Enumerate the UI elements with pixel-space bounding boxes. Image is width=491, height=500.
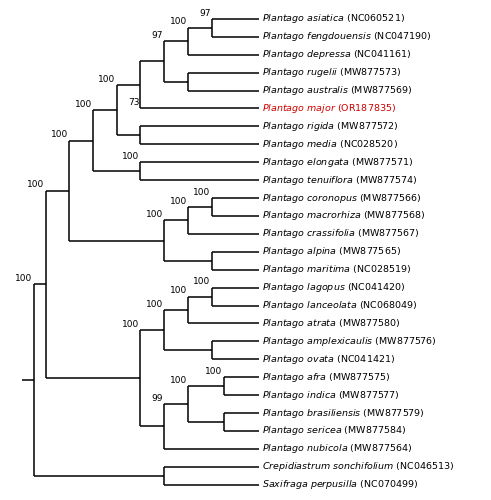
Text: 100: 100	[169, 286, 187, 295]
Text: 100: 100	[27, 180, 44, 189]
Text: $\it{Plantago\ rigida}$ (MW877572): $\it{Plantago\ rigida}$ (MW877572)	[262, 120, 398, 133]
Text: 100: 100	[98, 74, 115, 84]
Text: 100: 100	[193, 188, 211, 196]
Text: $\it{Plantago\ crassifolia}$ (MW877567): $\it{Plantago\ crassifolia}$ (MW877567)	[262, 228, 420, 240]
Text: $\it{Plantago\ depressa}$ (NC041161): $\it{Plantago\ depressa}$ (NC041161)	[262, 48, 412, 61]
Text: $\it{Plantago\ australis}$ (MW877569): $\it{Plantago\ australis}$ (MW877569)	[262, 84, 412, 97]
Text: $\it{Saxifraga\ perpusilla}$ (NC070499): $\it{Saxifraga\ perpusilla}$ (NC070499)	[262, 478, 418, 491]
Text: 100: 100	[146, 210, 163, 219]
Text: $\it{Plantago\ fengdouensis}$ (NC047190): $\it{Plantago\ fengdouensis}$ (NC047190)	[262, 30, 432, 44]
Text: $\it{Plantago\ afra}$ (MW877575): $\it{Plantago\ afra}$ (MW877575)	[262, 370, 390, 384]
Text: $\it{Plantago\ media}$ (NC028520): $\it{Plantago\ media}$ (NC028520)	[262, 138, 398, 151]
Text: 97: 97	[152, 31, 163, 40]
Text: $\it{Plantago\ nubicola}$ (MW877564): $\it{Plantago\ nubicola}$ (MW877564)	[262, 442, 412, 456]
Text: $\it{Plantago\ tenuiflora}$ (MW877574): $\it{Plantago\ tenuiflora}$ (MW877574)	[262, 174, 417, 186]
Text: $\it{Plantago\ maritima}$ (NC028519): $\it{Plantago\ maritima}$ (NC028519)	[262, 263, 411, 276]
Text: 100: 100	[193, 277, 211, 286]
Text: 100: 100	[169, 196, 187, 205]
Text: 73: 73	[128, 98, 139, 107]
Text: 100: 100	[146, 300, 163, 308]
Text: $\it{Plantago\ elongata}$ (MW877571): $\it{Plantago\ elongata}$ (MW877571)	[262, 156, 413, 168]
Text: 99: 99	[152, 394, 163, 402]
Text: 100: 100	[122, 320, 139, 328]
Text: $\it{Plantago\ indica}$ (MW877577): $\it{Plantago\ indica}$ (MW877577)	[262, 388, 400, 402]
Text: $\it{Plantago\ brasiliensis}$ (MW877579): $\it{Plantago\ brasiliensis}$ (MW877579)	[262, 406, 424, 420]
Text: $\it{Plantago\ ovata}$ (NC041421): $\it{Plantago\ ovata}$ (NC041421)	[262, 353, 395, 366]
Text: $\it{Plantago\ alpina}$ (MW877565): $\it{Plantago\ alpina}$ (MW877565)	[262, 246, 401, 258]
Text: $\it{Plantago\ coronopus}$ (MW877566): $\it{Plantago\ coronopus}$ (MW877566)	[262, 192, 422, 204]
Text: $\it{Plantago\ macrorhiza}$ (MW877568): $\it{Plantago\ macrorhiza}$ (MW877568)	[262, 210, 425, 222]
Text: $\it{Plantago\ amplexicaulis}$ (MW877576): $\it{Plantago\ amplexicaulis}$ (MW877576…	[262, 335, 436, 348]
Text: 100: 100	[122, 152, 139, 161]
Text: 100: 100	[51, 130, 68, 139]
Text: 100: 100	[15, 274, 32, 283]
Text: $\it{Plantago\ rugelii}$ (MW877573): $\it{Plantago\ rugelii}$ (MW877573)	[262, 66, 401, 79]
Text: $\it{Plantago\ major}$ (OR187835): $\it{Plantago\ major}$ (OR187835)	[262, 102, 396, 115]
Text: 100: 100	[205, 367, 222, 376]
Text: 100: 100	[75, 100, 92, 108]
Text: $\it{Crepidiastrum\ sonchifolium}$ (NC046513): $\it{Crepidiastrum\ sonchifolium}$ (NC04…	[262, 460, 455, 473]
Text: $\it{Plantago\ atrata}$ (MW877580): $\it{Plantago\ atrata}$ (MW877580)	[262, 317, 401, 330]
Text: $\it{Plantago\ asiatica}$ (NC060521): $\it{Plantago\ asiatica}$ (NC060521)	[262, 12, 405, 26]
Text: $\it{Plantago\ lagopus}$ (NC041420): $\it{Plantago\ lagopus}$ (NC041420)	[262, 281, 406, 294]
Text: $\it{Plantago\ sericea}$ (MW877584): $\it{Plantago\ sericea}$ (MW877584)	[262, 424, 406, 438]
Text: 100: 100	[169, 18, 187, 26]
Text: 97: 97	[199, 9, 211, 18]
Text: 100: 100	[169, 376, 187, 384]
Text: $\it{Plantago\ lanceolata}$ (NC068049): $\it{Plantago\ lanceolata}$ (NC068049)	[262, 299, 418, 312]
